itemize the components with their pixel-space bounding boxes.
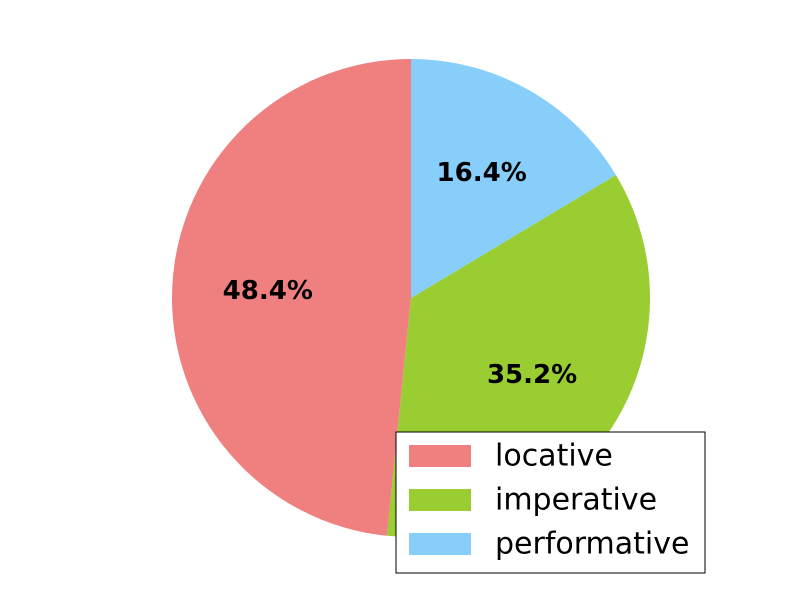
pie-label-imperative: 35.2% [487, 360, 577, 390]
pie-percent-labels: 48.4% 35.2% 16.4% [223, 158, 577, 390]
legend-label-locative: locative [495, 439, 613, 474]
pie-slice-performative [411, 59, 616, 298]
legend-swatch-locative [409, 445, 471, 467]
legend-swatch-performative [409, 533, 471, 555]
legend-swatch-imperative [409, 489, 471, 511]
pie-slice-locative [172, 59, 411, 536]
legend-label-performative: performative [495, 527, 689, 562]
legend-label-imperative: imperative [495, 483, 657, 518]
pie-label-performative: 16.4% [437, 158, 527, 188]
legend: locative imperative performative [395, 431, 706, 574]
pie-label-locative: 48.4% [223, 276, 313, 306]
